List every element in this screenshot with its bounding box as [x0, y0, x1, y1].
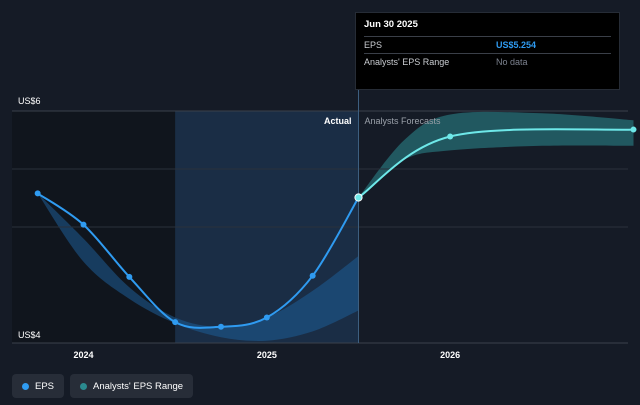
eps-forecast-line — [357, 128, 634, 199]
legend-range-label: Analysts' EPS Range — [93, 380, 184, 392]
eps-actual-point — [34, 190, 41, 197]
eps-forecast-point — [447, 133, 454, 140]
actual-section-label: Actual — [324, 116, 352, 126]
eps-range-bands — [37, 111, 634, 341]
legend-range-toggle[interactable]: Analysts' EPS Range — [70, 374, 194, 398]
legend-eps-label: EPS — [35, 380, 55, 392]
tooltip-eps-row: EPS US$5.254 — [364, 36, 611, 53]
eps-actual-point — [218, 323, 224, 330]
hover-tooltip: Jun 30 2025 EPS US$5.254 Analysts' EPS R… — [355, 12, 620, 90]
axis-labels: US$6 US$4 2024 2025 2026 Actual Analysts Forec… — [18, 96, 460, 360]
x-tick-label: 2024 — [73, 350, 93, 360]
eps-actual-point — [263, 314, 270, 321]
eps-forecast-point — [630, 126, 637, 133]
tooltip-eps-label: EPS — [364, 40, 383, 50]
eps-actual-point — [172, 319, 179, 326]
tooltip-eps-value: US$5.254 — [496, 40, 537, 50]
eps-points — [34, 126, 637, 330]
eps-actual-point — [354, 193, 363, 202]
eps-legend-dot-icon — [22, 382, 29, 390]
y-tick-label-top: US$6 — [18, 96, 41, 106]
forecast-section-label: Analysts Forecasts — [365, 116, 442, 126]
eps-actual-point — [80, 221, 87, 228]
chart-legend: EPS Analysts' EPS Range — [12, 374, 194, 398]
eps-actual-point — [309, 272, 316, 279]
range-legend-dot-icon — [80, 382, 88, 390]
x-tick-label: 2026 — [440, 350, 460, 360]
tooltip-range-value: No data — [496, 57, 528, 67]
x-tick-label: 2025 — [257, 350, 277, 360]
eps-actual-point — [126, 273, 133, 280]
range-band-past — [37, 193, 359, 341]
tooltip-date: Jun 30 2025 — [364, 19, 418, 30]
range-band-forecast — [358, 111, 634, 198]
tooltip-range-label: Analysts' EPS Range — [364, 57, 450, 67]
tooltip-range-row: Analysts' EPS Range No data — [364, 53, 611, 70]
y-tick-label-bottom: US$4 — [18, 330, 41, 340]
legend-eps-toggle[interactable]: EPS — [12, 374, 65, 398]
